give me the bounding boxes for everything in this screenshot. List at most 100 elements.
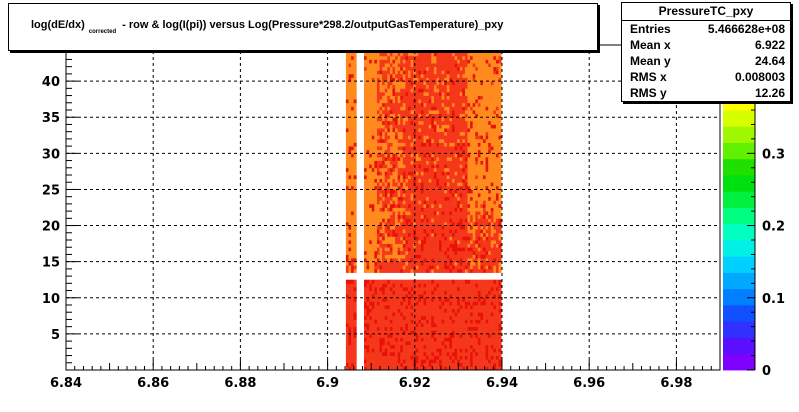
heatmap-cell: [400, 142, 404, 147]
heatmap-cell: [382, 305, 386, 310]
heatmap-cell: [439, 258, 443, 263]
heatmap-cell: [472, 283, 476, 288]
heatmap-cell: [488, 167, 492, 172]
heatmap-cell: [441, 160, 445, 165]
heatmap-cell: [472, 326, 476, 331]
heatmap-cell: [353, 77, 357, 82]
heatmap-cell: [462, 265, 466, 270]
heatmap-cell: [462, 200, 466, 205]
heatmap-cell: [371, 351, 375, 356]
heatmap-cell: [351, 167, 355, 172]
heatmap-cell: [374, 200, 378, 205]
heatmap-cell: [498, 351, 502, 356]
heatmap-cell: [379, 279, 383, 284]
heatmap-cell: [374, 258, 378, 263]
heatmap-cell: [457, 240, 461, 245]
heatmap-cell: [436, 135, 440, 140]
heatmap-cell: [459, 330, 463, 335]
heatmap-cell: [480, 182, 484, 187]
heatmap-cell: [405, 258, 409, 263]
heatmap-cell: [490, 319, 494, 324]
heatmap-cell: [431, 88, 435, 93]
heatmap-cell: [439, 214, 443, 219]
heatmap-cell: [410, 182, 414, 187]
heatmap-cell: [431, 315, 435, 320]
heatmap-cell: [426, 203, 430, 208]
heatmap-cell: [467, 261, 471, 266]
heatmap-cell: [498, 344, 502, 349]
heatmap-cell: [353, 243, 357, 248]
heatmap-cell: [470, 308, 474, 313]
heatmap-cell: [379, 110, 383, 115]
heatmap-cell: [402, 102, 406, 107]
heatmap-cell: [369, 359, 373, 364]
heatmap-cell: [382, 283, 386, 288]
heatmap-cell: [392, 128, 396, 133]
heatmap-cell: [374, 59, 378, 64]
heatmap-cell: [467, 211, 471, 216]
heatmap-cell: [379, 330, 383, 335]
heatmap-cell: [441, 146, 445, 151]
heatmap-cell: [410, 131, 414, 136]
heatmap-cell: [467, 99, 471, 104]
heatmap-cell: [483, 359, 487, 364]
heatmap-cell: [470, 315, 474, 320]
heatmap-cell: [462, 218, 466, 223]
heatmap-cell: [366, 254, 370, 259]
heatmap-cell: [418, 319, 422, 324]
heatmap-cell: [498, 366, 502, 371]
heatmap-cell: [345, 319, 349, 324]
heatmap-cell: [426, 279, 430, 284]
heatmap-cell: [477, 200, 481, 205]
heatmap-cell: [449, 131, 453, 136]
heatmap-cell: [408, 232, 411, 237]
heatmap-cell: [483, 128, 487, 133]
heatmap-cell: [366, 142, 370, 147]
heatmap-cell: [470, 240, 474, 245]
heatmap-cell: [451, 153, 455, 158]
heatmap-cell: [477, 178, 481, 183]
heatmap-cell: [462, 330, 466, 335]
heatmap-cell: [441, 323, 445, 328]
heatmap-cell: [353, 200, 357, 205]
heatmap-cell: [426, 171, 430, 176]
heatmap-cell: [428, 330, 432, 335]
heatmap-cell: [387, 73, 391, 78]
heatmap-cell: [433, 290, 437, 295]
heatmap-cell: [423, 258, 427, 263]
heatmap-cell: [402, 279, 406, 284]
heatmap-cell: [348, 297, 352, 302]
heatmap-cell: [405, 203, 409, 208]
heatmap-cell: [498, 236, 502, 241]
heatmap-cell: [353, 178, 357, 183]
heatmap-cell: [462, 348, 466, 353]
heatmap-cell: [490, 305, 494, 310]
heatmap-cell: [428, 323, 432, 328]
heatmap-cell: [451, 225, 455, 230]
heatmap-cell: [477, 84, 481, 89]
heatmap-cell: [389, 294, 393, 299]
heatmap-cell: [351, 66, 355, 71]
heatmap-cell: [420, 290, 424, 295]
heatmap-cell: [410, 203, 414, 208]
heatmap-cell: [475, 243, 479, 248]
heatmap-cell: [420, 164, 424, 169]
heatmap-cell: [369, 124, 373, 129]
heatmap-cell: [428, 254, 432, 259]
heatmap-cell: [483, 254, 487, 259]
heatmap-cell: [410, 294, 414, 299]
heatmap-cell: [420, 135, 424, 140]
heatmap-cell: [366, 55, 370, 60]
heatmap-cell: [464, 128, 468, 133]
heatmap-cell: [477, 362, 481, 367]
heatmap-cell: [431, 185, 435, 190]
heatmap-cell: [467, 268, 471, 273]
heatmap-cell: [410, 128, 414, 133]
heatmap-cell: [475, 323, 479, 328]
heatmap-cell: [467, 153, 471, 158]
heatmap-cell: [462, 297, 466, 302]
heatmap-cell: [410, 52, 414, 57]
heatmap-cell: [444, 102, 448, 107]
heatmap-cell: [433, 128, 437, 133]
heatmap-cell: [415, 102, 419, 107]
